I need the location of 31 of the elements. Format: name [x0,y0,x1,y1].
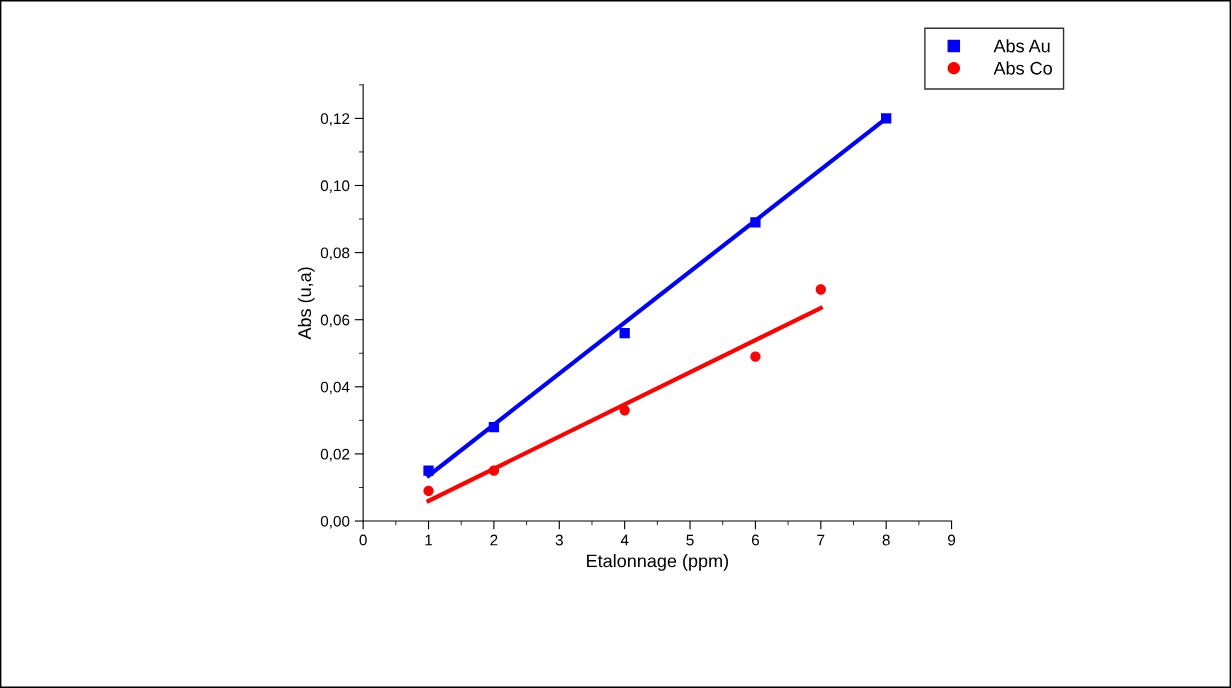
x-tick-label: 3 [555,534,563,546]
point [423,465,434,476]
y-tick-label: 0,08 [320,247,350,261]
x-tick-label: 9 [948,534,956,546]
y-tick-label: 0,04 [320,381,350,395]
x-tick-label: 8 [882,534,890,546]
y-axis-title: Abs (u,a) [297,267,315,340]
x-tick-label: 5 [686,534,694,546]
x-tick-label: 1 [425,534,433,546]
point [750,217,761,228]
legend-label: Abs Au [993,39,1050,53]
point [881,113,892,124]
y-tick-label: 0,12 [320,113,350,126]
x-tick-label: 6 [751,534,759,546]
point [619,327,630,339]
x-tick-label: 7 [817,534,825,546]
point [750,351,761,362]
point [815,284,826,295]
x-tick-label: 2 [490,534,498,546]
point [423,485,434,496]
x-tick-label: 4 [620,534,629,546]
y-tick-label: 0,10 [320,180,350,193]
x-tick-label: 0 [359,534,367,546]
y-tick-label: 0,00 [320,515,350,529]
legend-label: Abs Co [993,61,1052,75]
y-tick-label: 0,06 [320,314,350,328]
x-axis-title: Etalonnage (ppm) [587,554,728,571]
point [488,465,500,476]
y-tick-label: 0,02 [320,448,350,462]
point [488,421,500,433]
point [619,405,630,416]
